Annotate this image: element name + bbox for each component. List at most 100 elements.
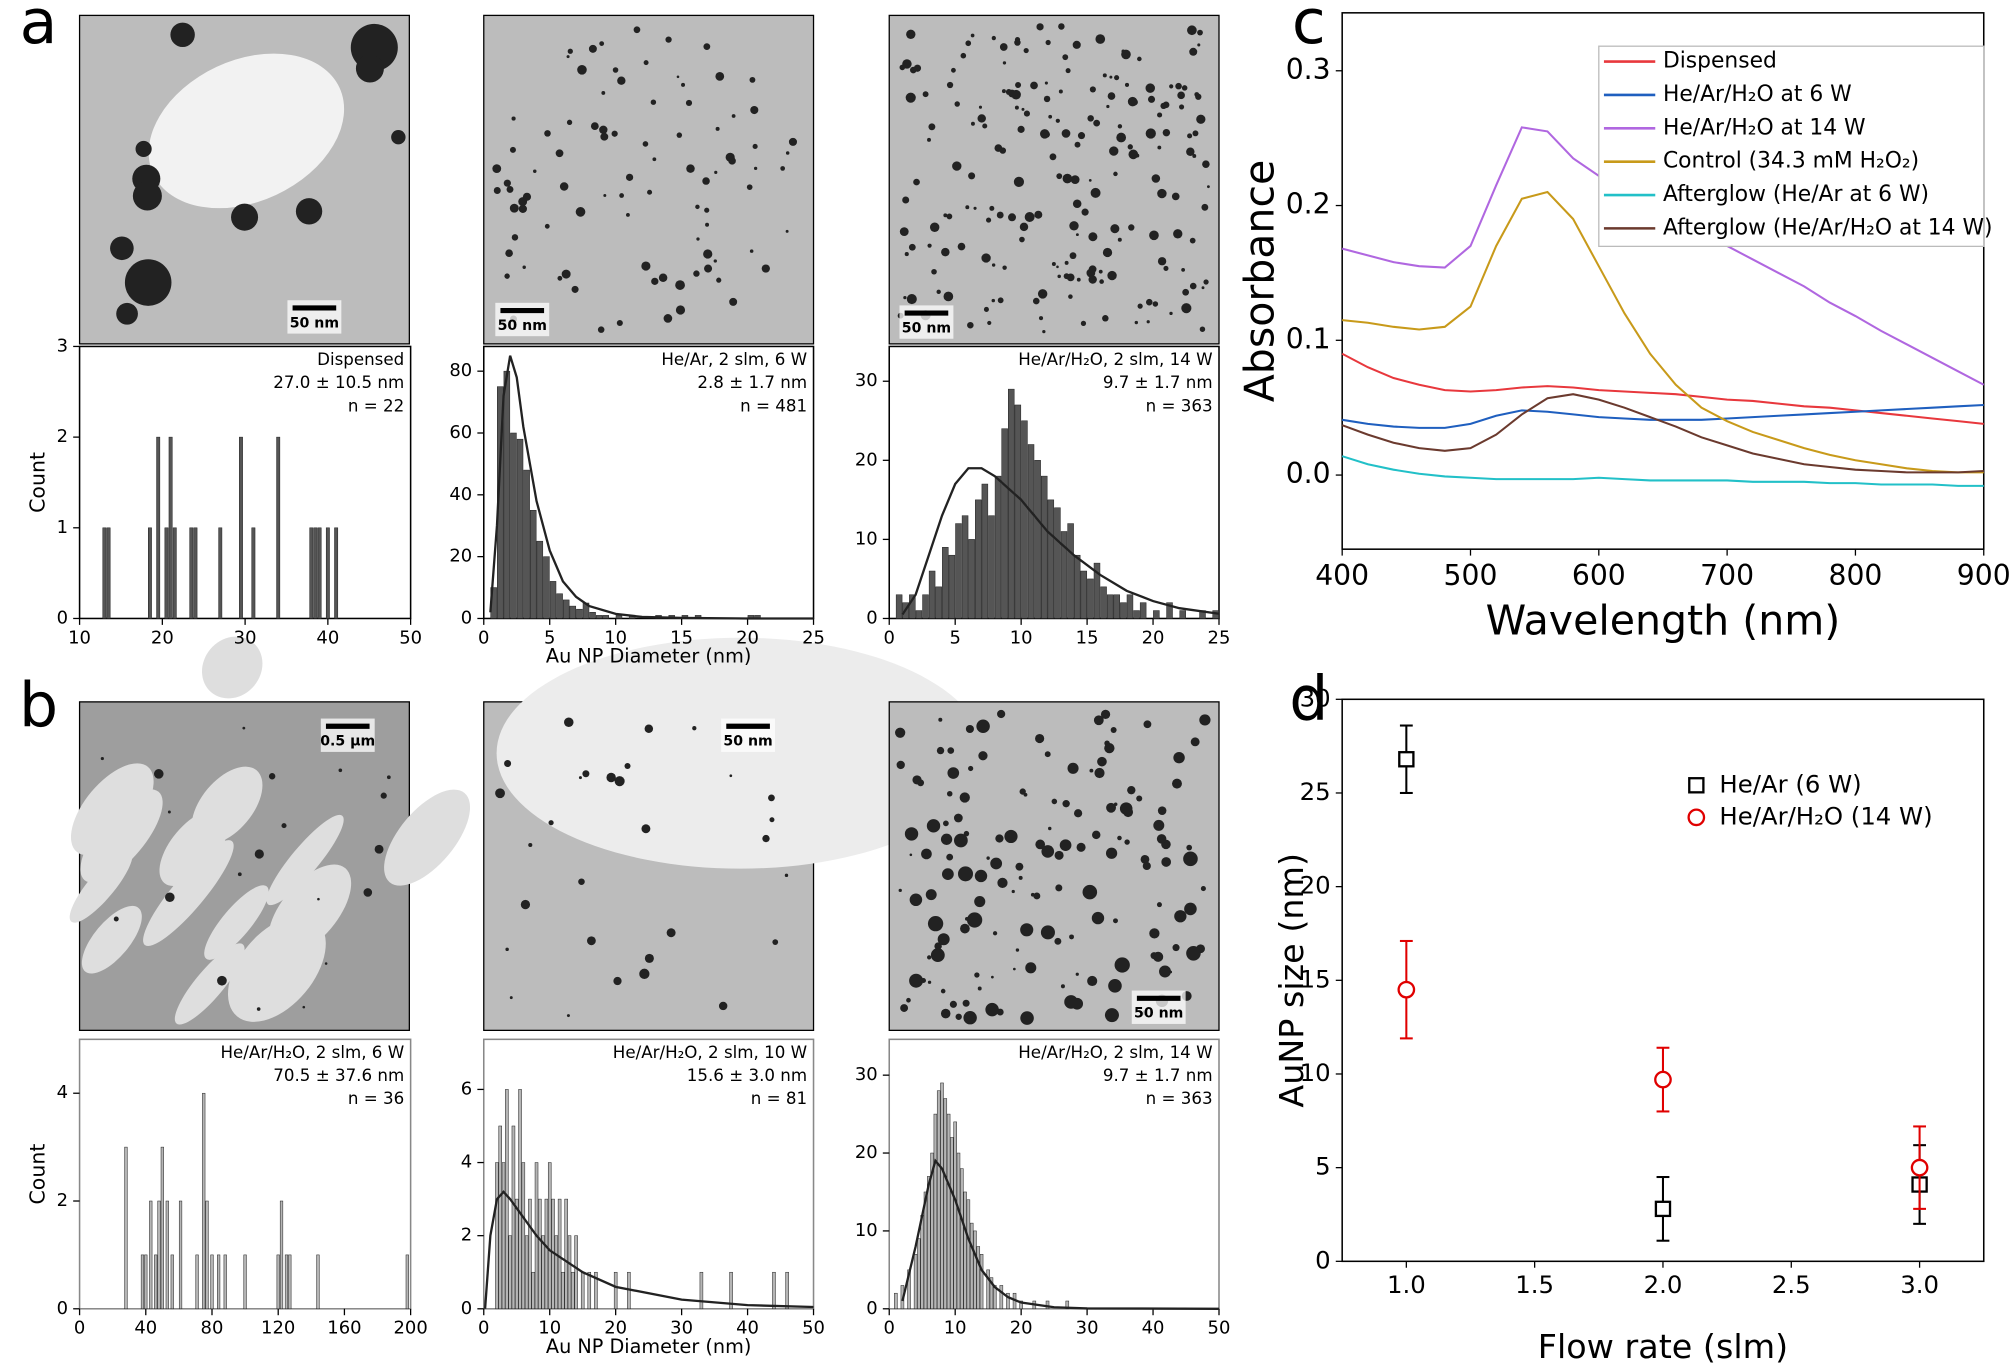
histogram-bar: [156, 436, 161, 619]
nanoparticle: [1207, 185, 1210, 189]
nanoparticle: [626, 212, 630, 217]
nanoparticle: [600, 132, 609, 141]
nanoparticle: [1035, 733, 1045, 744]
nanoparticle: [617, 76, 626, 85]
y-tick-label: 20: [1300, 871, 1331, 900]
nanoparticle: [1121, 49, 1131, 60]
nanoparticle: [1157, 145, 1162, 150]
histogram-bar: [516, 438, 524, 619]
histogram-bar: [999, 1285, 1004, 1310]
nanoparticle: [675, 280, 685, 290]
histogram-bar: [920, 1215, 924, 1310]
histogram-bar: [168, 436, 173, 619]
nanoparticle: [1091, 830, 1101, 840]
histogram-bar: [1133, 610, 1140, 619]
nanoparticle: [1146, 298, 1153, 306]
nanoparticle: [780, 166, 786, 171]
nanoparticle: [1064, 995, 1078, 1009]
nanoparticle: [762, 834, 770, 843]
tem-hole: [266, 814, 344, 906]
nanoparticle: [555, 149, 564, 158]
nanoparticle: [256, 1007, 261, 1011]
annotation: He/Ar/H₂O, 2 slm, 6 W: [221, 1043, 405, 1062]
scale-bar-label: 50 nm: [1134, 1006, 1183, 1022]
nanoparticle: [749, 249, 754, 253]
nanoparticle: [920, 977, 926, 984]
x-tick-label: 40: [134, 1318, 157, 1339]
nanoparticle: [495, 788, 505, 799]
y-tick-label: 20: [855, 1142, 878, 1163]
nanoparticle: [1157, 188, 1167, 199]
nanoparticle: [952, 161, 962, 171]
nanoparticle: [1159, 965, 1171, 978]
nanoparticle: [934, 942, 942, 950]
histogram-bar: [943, 1098, 948, 1310]
histogram-bar: [154, 1254, 158, 1310]
x-tick-label: 600: [1572, 559, 1626, 592]
nanoparticle: [1043, 95, 1051, 103]
nanoparticle: [1117, 237, 1122, 242]
nanoparticle: [1102, 315, 1109, 322]
histogram-bar: [1113, 594, 1120, 619]
plot-frame: [482, 1038, 815, 1310]
histogram-bar: [276, 1254, 280, 1310]
nanoparticle: [1153, 819, 1165, 831]
nanoparticle: [1042, 330, 1046, 334]
nanoparticle: [968, 765, 974, 772]
nanoparticle: [991, 263, 996, 267]
histogram-bar: [963, 1191, 967, 1310]
nanoparticle: [1087, 115, 1094, 122]
histogram-bar: [140, 1254, 145, 1310]
annotation: 27.0 ± 10.5 nm: [273, 373, 404, 392]
nanoparticle: [374, 844, 384, 854]
nanoparticle: [902, 59, 912, 69]
histogram-bar: [505, 1089, 509, 1310]
nanoparticle: [650, 99, 657, 105]
histogram-bar: [927, 1176, 931, 1310]
y-tick-label: 0.2: [1286, 188, 1331, 221]
histogram-bar: [1139, 602, 1147, 619]
histogram-bar: [521, 1162, 526, 1310]
x-tick-label: 0: [478, 627, 489, 648]
nanoparticle: [917, 779, 925, 787]
nanoparticle: [1186, 844, 1193, 851]
annotation: He/Ar/H₂O, 2 slm, 10 W: [613, 1043, 807, 1062]
nanoparticle: [1002, 265, 1007, 270]
nanoparticle: [633, 26, 641, 34]
histogram-bar: [1087, 578, 1094, 619]
nanoparticle: [978, 751, 988, 761]
nanoparticle: [909, 853, 913, 857]
histogram-bar: [556, 593, 563, 619]
nanoparticle: [613, 976, 622, 986]
y-axis-label: AuNP size (nm): [1272, 853, 1311, 1108]
fit-curve: [901, 1158, 1220, 1310]
nanoparticle: [643, 60, 649, 66]
nanoparticle: [1067, 762, 1079, 774]
plot-frame: [1341, 12, 1985, 550]
nanoparticle: [561, 269, 571, 279]
nanoparticle: [1040, 925, 1055, 940]
annotation: n = 363: [1146, 1089, 1213, 1108]
nanoparticle: [1061, 129, 1071, 138]
nanoparticle: [590, 122, 599, 130]
nanoparticle: [954, 101, 960, 107]
nanoparticle: [940, 833, 953, 845]
histogram-bar: [288, 1254, 292, 1310]
nanoparticle: [1030, 892, 1035, 897]
nanoparticle: [242, 726, 246, 730]
legend-marker: [1687, 808, 1706, 827]
nanoparticle: [548, 820, 554, 826]
x-tick-label: 20: [736, 627, 759, 648]
histogram-bar: [543, 556, 550, 619]
nanoparticle: [566, 119, 573, 125]
scale-bar-label: 0.5 µm: [320, 734, 375, 750]
nanoparticle: [1197, 43, 1201, 47]
x-tick-label: 10: [944, 1318, 967, 1339]
histogram-bar: [498, 1125, 502, 1310]
nanoparticle: [1021, 107, 1025, 111]
nanoparticle: [1171, 192, 1180, 201]
histogram-bar: [284, 1254, 289, 1310]
nanoparticle: [647, 189, 653, 195]
nanoparticle: [1045, 39, 1051, 46]
nanoparticle: [1012, 967, 1016, 971]
